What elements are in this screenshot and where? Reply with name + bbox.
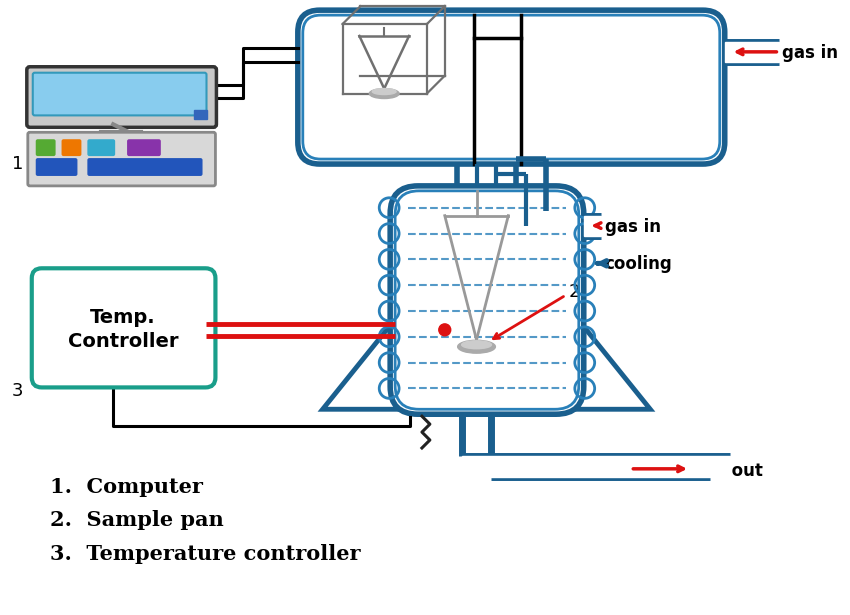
Text: 3.  Temperature controller: 3. Temperature controller (49, 544, 360, 564)
FancyBboxPatch shape (27, 67, 217, 127)
Bar (462, 456, 729, 477)
Text: 1: 1 (12, 155, 24, 173)
Circle shape (439, 324, 451, 336)
FancyBboxPatch shape (36, 139, 55, 156)
FancyBboxPatch shape (88, 158, 202, 176)
Text: 2: 2 (569, 283, 581, 301)
Text: Temp.: Temp. (90, 309, 156, 327)
FancyBboxPatch shape (390, 186, 584, 415)
Text: gas in: gas in (604, 218, 660, 236)
Text: cooling: cooling (604, 255, 672, 273)
FancyBboxPatch shape (33, 73, 207, 116)
FancyBboxPatch shape (88, 139, 115, 156)
FancyBboxPatch shape (28, 132, 215, 186)
Text: 1.  Computer: 1. Computer (49, 477, 202, 497)
Ellipse shape (372, 89, 396, 95)
Ellipse shape (457, 340, 496, 353)
FancyBboxPatch shape (298, 10, 725, 164)
Text: Controller: Controller (68, 332, 178, 351)
Text: 2.  Sample pan: 2. Sample pan (49, 510, 224, 531)
Text: gas out: gas out (693, 462, 762, 480)
FancyBboxPatch shape (128, 139, 161, 156)
Bar (194, 111, 207, 119)
FancyBboxPatch shape (61, 139, 82, 156)
Ellipse shape (369, 89, 399, 98)
Ellipse shape (462, 341, 491, 349)
Text: 3: 3 (12, 383, 24, 400)
Bar (584, 216, 601, 236)
Bar (725, 42, 779, 62)
FancyBboxPatch shape (36, 158, 77, 176)
Text: gas in: gas in (782, 44, 838, 62)
FancyBboxPatch shape (31, 268, 215, 387)
